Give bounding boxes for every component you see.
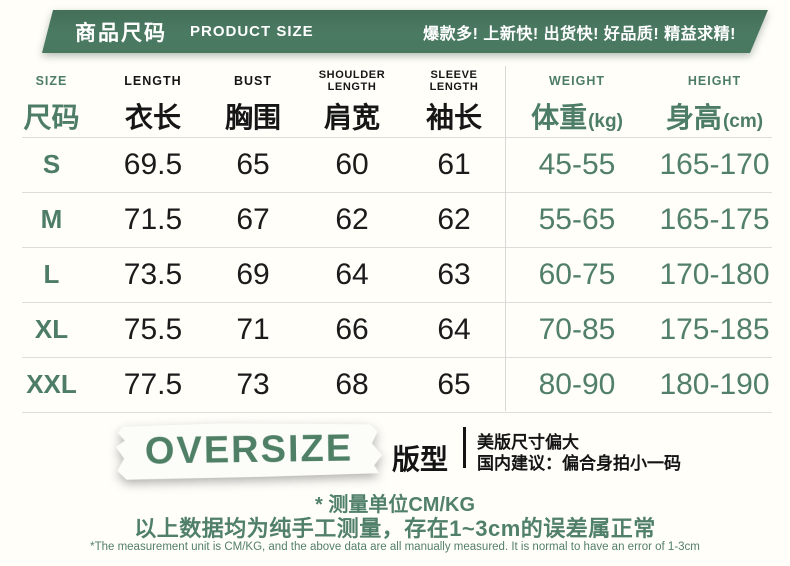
row-m-bust: 67 bbox=[236, 202, 270, 236]
fit-note-line2: 国内建议：偏合身拍小一码 bbox=[477, 454, 681, 473]
row-l-length: 73.5 bbox=[123, 257, 183, 291]
row-s-sleeve: 61 bbox=[437, 147, 471, 181]
height-unit: (cm) bbox=[722, 111, 764, 132]
column-header-bust-en: BUST bbox=[233, 74, 273, 88]
column-header-height-en: HEIGHT bbox=[687, 74, 742, 88]
row-xxl-length: 77.5 bbox=[123, 367, 183, 401]
column-header-length: LENGTH 衣长 bbox=[103, 62, 203, 137]
row-s-size: S bbox=[42, 149, 61, 179]
row-xxl-size: XXL bbox=[26, 369, 77, 399]
measurement-unit-note: * 测量单位CM/KG bbox=[315, 494, 475, 516]
column-header-sleeve-en: SLEEVE LENGTH bbox=[429, 68, 479, 93]
row-xl-weight: 70-85 bbox=[538, 312, 616, 346]
row-l-weight: 60-75 bbox=[538, 257, 616, 291]
column-header-bust: BUST 胸围 bbox=[203, 62, 303, 137]
oversize-tape-badge: OVERSIZE bbox=[116, 421, 383, 480]
banner-slogan: 爆款多! 上新快! 出货快! 好品质! 精益求精! bbox=[423, 25, 736, 43]
row-xl-shoulder: 66 bbox=[335, 312, 369, 346]
fit-type-label: 版型 bbox=[392, 444, 449, 475]
row-divider bbox=[22, 137, 772, 138]
row-divider bbox=[22, 357, 772, 358]
oversize-tape-shape: OVERSIZE bbox=[116, 421, 383, 480]
column-header-height: HEIGHT 身高 (cm) bbox=[647, 62, 782, 137]
row-xl-length: 75.5 bbox=[123, 312, 183, 346]
page-title-zh: 商品尺码 bbox=[75, 21, 167, 45]
row-xl-size: XL bbox=[34, 314, 69, 344]
row-m-size: M bbox=[40, 204, 63, 234]
row-l-shoulder: 64 bbox=[335, 257, 369, 291]
row-m-shoulder: 62 bbox=[335, 202, 369, 236]
row-m-length: 71.5 bbox=[123, 202, 183, 236]
column-header-sleeve: SLEEVE LENGTH 袖长 bbox=[401, 62, 507, 137]
header-banner-shape: 商品尺码 PRODUCT SIZE 爆款多! 上新快! 出货快! 好品质! 精益… bbox=[42, 10, 768, 53]
column-header-height-zh: 身高 (cm) bbox=[666, 96, 763, 136]
row-xxl-shoulder: 68 bbox=[335, 367, 369, 401]
row-s-bust: 65 bbox=[236, 147, 270, 181]
row-xl-sleeve: 64 bbox=[437, 312, 471, 346]
column-header-shoulder: SHOULDER LENGTH 肩宽 bbox=[303, 62, 401, 137]
row-xxl-bust: 73 bbox=[236, 367, 270, 401]
row-s-weight: 45-55 bbox=[538, 147, 616, 181]
fit-divider-bar bbox=[463, 427, 466, 468]
weight-unit: (kg) bbox=[588, 111, 623, 132]
column-header-length-zh: 衣长 bbox=[124, 102, 181, 133]
row-l-height: 170-180 bbox=[659, 257, 770, 291]
column-header-weight: WEIGHT 体重 (kg) bbox=[507, 62, 647, 137]
row-l-sleeve: 63 bbox=[437, 257, 471, 291]
column-header-weight-en: WEIGHT bbox=[549, 74, 605, 88]
row-m-sleeve: 62 bbox=[437, 202, 471, 236]
row-m-weight: 55-65 bbox=[538, 202, 616, 236]
row-xxl-sleeve: 65 bbox=[437, 367, 471, 401]
height-zh-text: 身高 bbox=[665, 102, 722, 133]
row-xxl-height: 180-190 bbox=[659, 367, 770, 401]
size-table: SIZE 尺码 LENGTH 衣长 BUST 胸围 SHOULDER LENGT… bbox=[0, 62, 790, 412]
row-xl-height: 175-185 bbox=[659, 312, 770, 346]
row-divider bbox=[22, 412, 772, 413]
row-l-bust: 69 bbox=[236, 257, 270, 291]
row-xl-bust: 71 bbox=[236, 312, 270, 346]
column-header-bust-zh: 胸围 bbox=[224, 102, 281, 133]
column-header-size-zh: 尺码 bbox=[23, 102, 80, 133]
english-measurement-note: *The measurement unit is CM/KG, and the … bbox=[90, 541, 700, 553]
row-m-height: 165-175 bbox=[659, 202, 770, 236]
row-s-length: 69.5 bbox=[123, 147, 183, 181]
row-divider bbox=[22, 192, 772, 193]
column-header-weight-zh: 体重 (kg) bbox=[531, 96, 623, 136]
row-s-height: 165-170 bbox=[659, 147, 770, 181]
row-divider bbox=[22, 247, 772, 248]
oversize-badge-text: OVERSIZE bbox=[144, 427, 354, 473]
row-l-size: L bbox=[43, 259, 60, 289]
column-divider bbox=[505, 66, 506, 411]
column-header-length-en: LENGTH bbox=[124, 74, 182, 88]
row-s-shoulder: 60 bbox=[335, 147, 369, 181]
manual-measurement-note: 以上数据均为纯手工测量，存在1~3cm的误差属正常 bbox=[134, 516, 656, 541]
column-header-shoulder-en: SHOULDER LENGTH bbox=[318, 68, 386, 93]
row-xxl-weight: 80-90 bbox=[538, 367, 616, 401]
page-title-en: PRODUCT SIZE bbox=[190, 23, 314, 40]
column-header-shoulder-zh: 肩宽 bbox=[323, 102, 380, 133]
row-divider bbox=[22, 302, 772, 303]
column-header-size-en: SIZE bbox=[35, 74, 68, 88]
weight-zh-text: 体重 bbox=[531, 102, 588, 133]
column-header-size: SIZE 尺码 bbox=[0, 62, 103, 137]
header-banner: 商品尺码 PRODUCT SIZE 爆款多! 上新快! 出货快! 好品质! 精益… bbox=[42, 10, 768, 53]
fit-note-line1: 美版尺寸偏大 bbox=[477, 433, 579, 452]
column-header-sleeve-zh: 袖长 bbox=[425, 102, 482, 133]
